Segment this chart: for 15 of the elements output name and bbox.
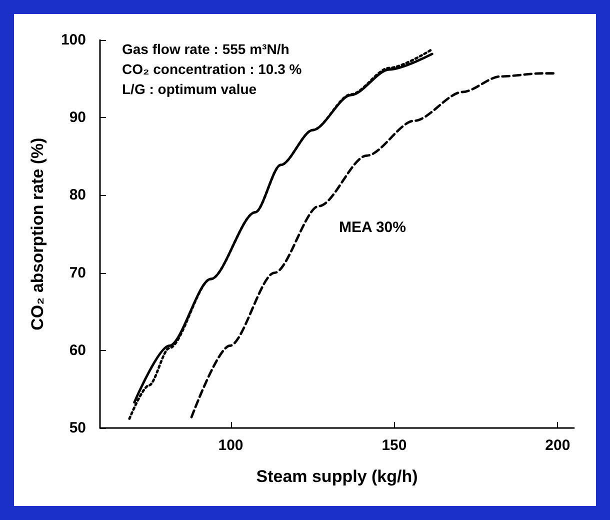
y-tick-label: 90 — [69, 109, 86, 126]
y-tick-label: 70 — [69, 264, 86, 282]
annotation: L/G : optimum value — [122, 81, 257, 97]
annotation: Gas flow rate : 555 m³N/h — [122, 41, 290, 57]
y-tick-label: 80 — [69, 186, 86, 204]
x-tick-label: 100 — [218, 437, 244, 454]
x-axis-title: Steam supply (kg/h) — [256, 467, 418, 486]
y-tick-label: 60 — [69, 342, 86, 359]
y-tick-label: 50 — [69, 420, 86, 436]
series-label: MEA 30% — [339, 219, 406, 236]
x-tick-label: 150 — [382, 437, 407, 454]
y-axis-title: CO₂ absorption rate (%) — [28, 138, 47, 330]
annotation: CO₂ concentration : 10.3 % — [122, 61, 302, 77]
y-tick-label: 100 — [60, 32, 86, 48]
x-tick-label: 200 — [545, 437, 570, 454]
